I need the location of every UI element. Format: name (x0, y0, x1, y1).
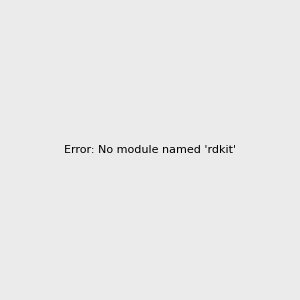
Text: Error: No module named 'rdkit': Error: No module named 'rdkit' (64, 145, 236, 155)
